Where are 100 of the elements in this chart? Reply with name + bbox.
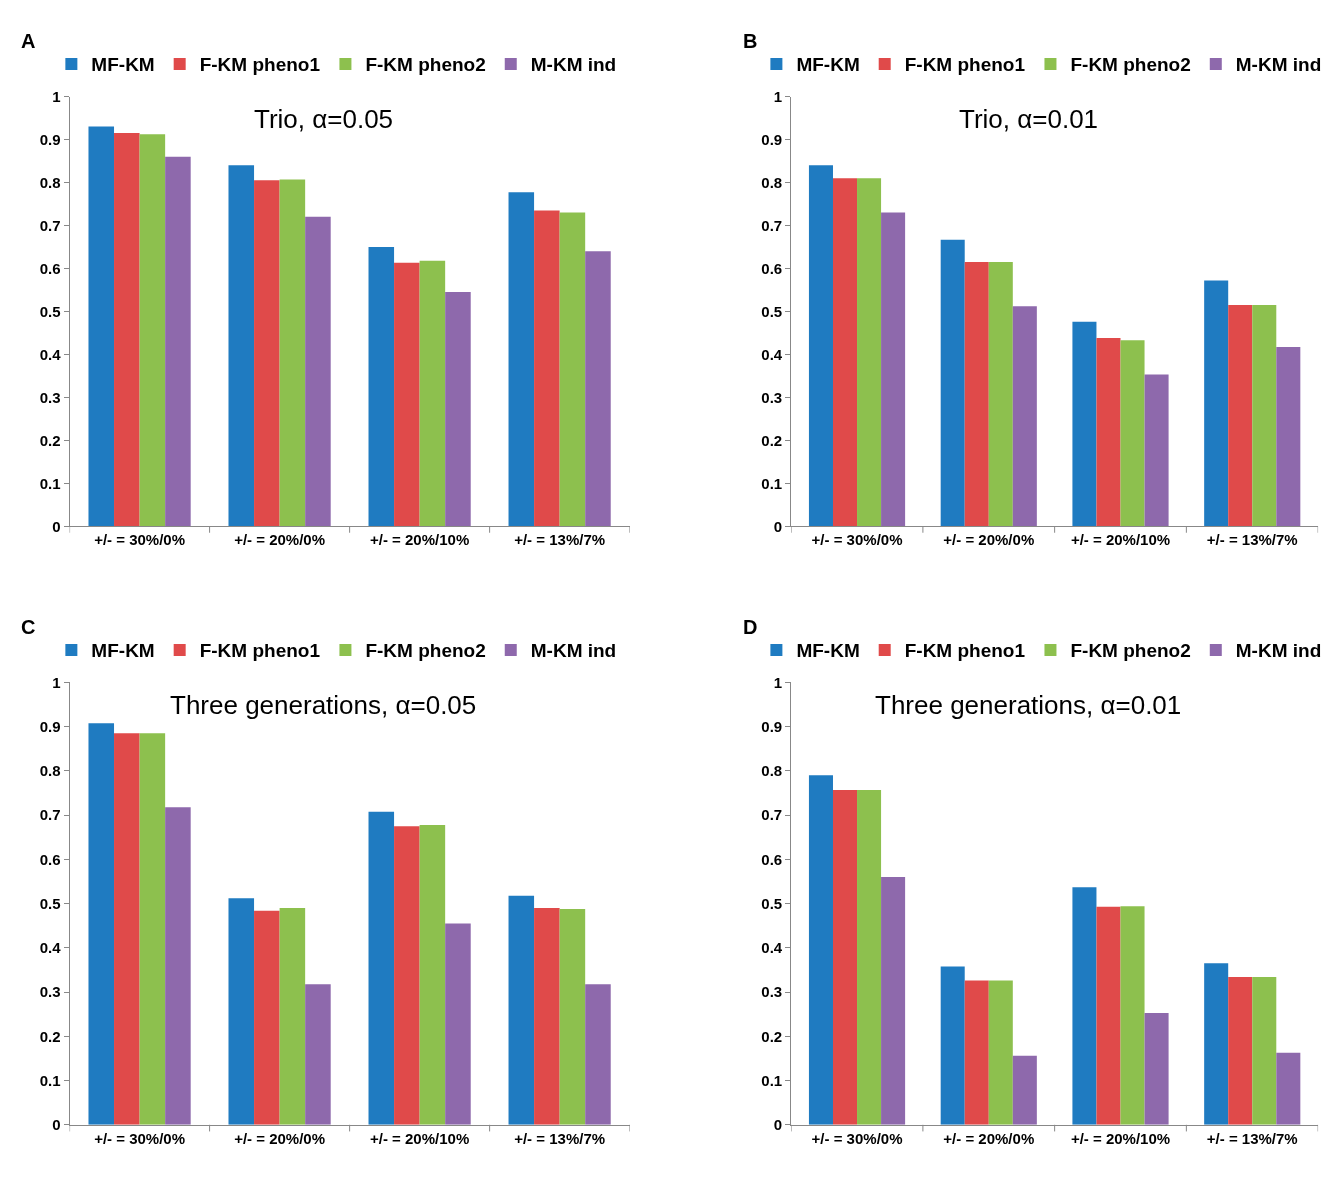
bar [559,908,586,1125]
y-tick-label: 0.5 [761,894,783,912]
y-tick-label: 0.7 [39,216,61,234]
y-tick-label: 0.8 [761,762,783,780]
bar [534,210,560,527]
bar [508,895,535,1125]
bar [1012,306,1037,527]
bar [1144,1012,1169,1125]
legend-label: M-KM ind [1235,54,1322,76]
bar [1228,977,1253,1125]
bar [1252,304,1277,527]
bar [508,192,535,527]
legend-label: F-KM pheno2 [365,640,486,662]
y-tick-label: 0.8 [39,173,61,191]
bar [832,178,858,527]
y-tick-label: 0.1 [39,474,61,492]
bar [808,165,833,527]
x-tick-label: +/- = 20%/0% [234,531,326,549]
bar [1096,338,1121,527]
bar [165,807,191,1125]
y-tick-label: 0.4 [39,939,62,957]
y-tick-label: 0.5 [39,302,61,320]
chart-title: Trio, α=0.01 [959,104,1099,134]
bar [857,789,882,1125]
x-tick-label: +/- = 30%/0% [94,531,186,549]
bar [88,126,115,527]
y-tick-label: 0.7 [761,216,783,234]
legend-label: F-KM pheno1 [199,640,321,662]
y-tick-label: 0.6 [761,259,783,277]
bar [254,180,280,527]
bar [988,261,1013,527]
y-tick-label: 0.4 [39,345,62,363]
y-tick-label: 0.5 [761,302,783,320]
text: D [743,616,758,638]
chart-title: Three generations, α=0.01 [875,690,1182,720]
bar [881,877,906,1125]
bar [1204,280,1229,527]
bar [964,980,989,1125]
x-tick-label: +/- = 30%/0% [94,1129,186,1147]
bar [1120,906,1145,1125]
x-tick-label: +/- = 13%/7% [514,1129,606,1147]
bar [165,156,191,527]
bar [368,246,395,527]
bar [228,165,255,527]
y-tick-label: 0.4 [761,939,783,957]
y-tick-label: 0.2 [39,431,61,449]
y-tick-label: 1 [773,87,783,105]
legend-label: MF-KM [796,54,860,76]
y-tick-label: 1 [52,673,61,691]
x-tick-label: +/- = 20%/10% [1070,1129,1171,1147]
legend-label: M-KM ind [530,640,617,662]
x-tick-label: +/- = 20%/10% [369,1129,470,1147]
bar [534,908,560,1125]
legend-label: M-KM ind [1235,640,1322,662]
bar [1276,1052,1301,1125]
y-tick-label: 0.1 [761,1071,783,1089]
chart-title: Three generations, α=0.05 [170,690,477,720]
y-tick-label: 0.3 [39,388,61,406]
y-tick-label: 0.6 [761,850,783,868]
y-tick-label: 0.6 [39,850,61,868]
y-tick-label: 0 [52,1116,61,1134]
y-tick-label: 0.8 [761,173,783,191]
legend-label: MF-KM [91,54,155,76]
bar [585,984,611,1125]
y-tick-label: 0.1 [39,1071,61,1089]
bar [1252,977,1277,1125]
text: B [743,30,758,52]
y-tick-label: 0.2 [39,1027,61,1045]
x-tick-label: +/- = 20%/0% [943,1129,1035,1147]
legend-label: F-KM pheno2 [1070,54,1191,76]
bar [419,824,446,1125]
y-tick-label: 0.3 [761,983,783,1001]
x-tick-label: +/- = 13%/7% [514,531,606,549]
legend-label: F-KM pheno1 [904,640,1026,662]
bar [305,984,331,1125]
bar [254,910,280,1125]
bar [1228,304,1253,527]
bar [964,261,989,527]
x-tick-label: +/- = 13%/7% [1206,1129,1298,1147]
y-tick-label: 0.3 [39,983,61,1001]
bar [988,980,1013,1125]
y-tick-label: 0.9 [39,130,61,148]
x-tick-label: +/- = 20%/10% [1070,531,1171,549]
bar [940,239,965,527]
bar [1276,347,1301,527]
x-tick-label: +/- = 30%/0% [811,1129,903,1147]
bar [279,179,306,527]
legend-label: MF-KM [91,640,155,662]
bar [1012,1055,1037,1125]
bar [114,733,140,1125]
bar [139,134,166,527]
y-tick-label: 0.5 [39,894,61,912]
bar [585,251,611,527]
legend-label: F-KM pheno1 [199,54,321,76]
bar [139,733,166,1125]
bar [279,908,306,1125]
legend-label: F-KM pheno1 [904,54,1026,76]
y-tick-label: 0.4 [761,345,783,363]
bar [940,966,965,1125]
text: C [21,616,36,638]
